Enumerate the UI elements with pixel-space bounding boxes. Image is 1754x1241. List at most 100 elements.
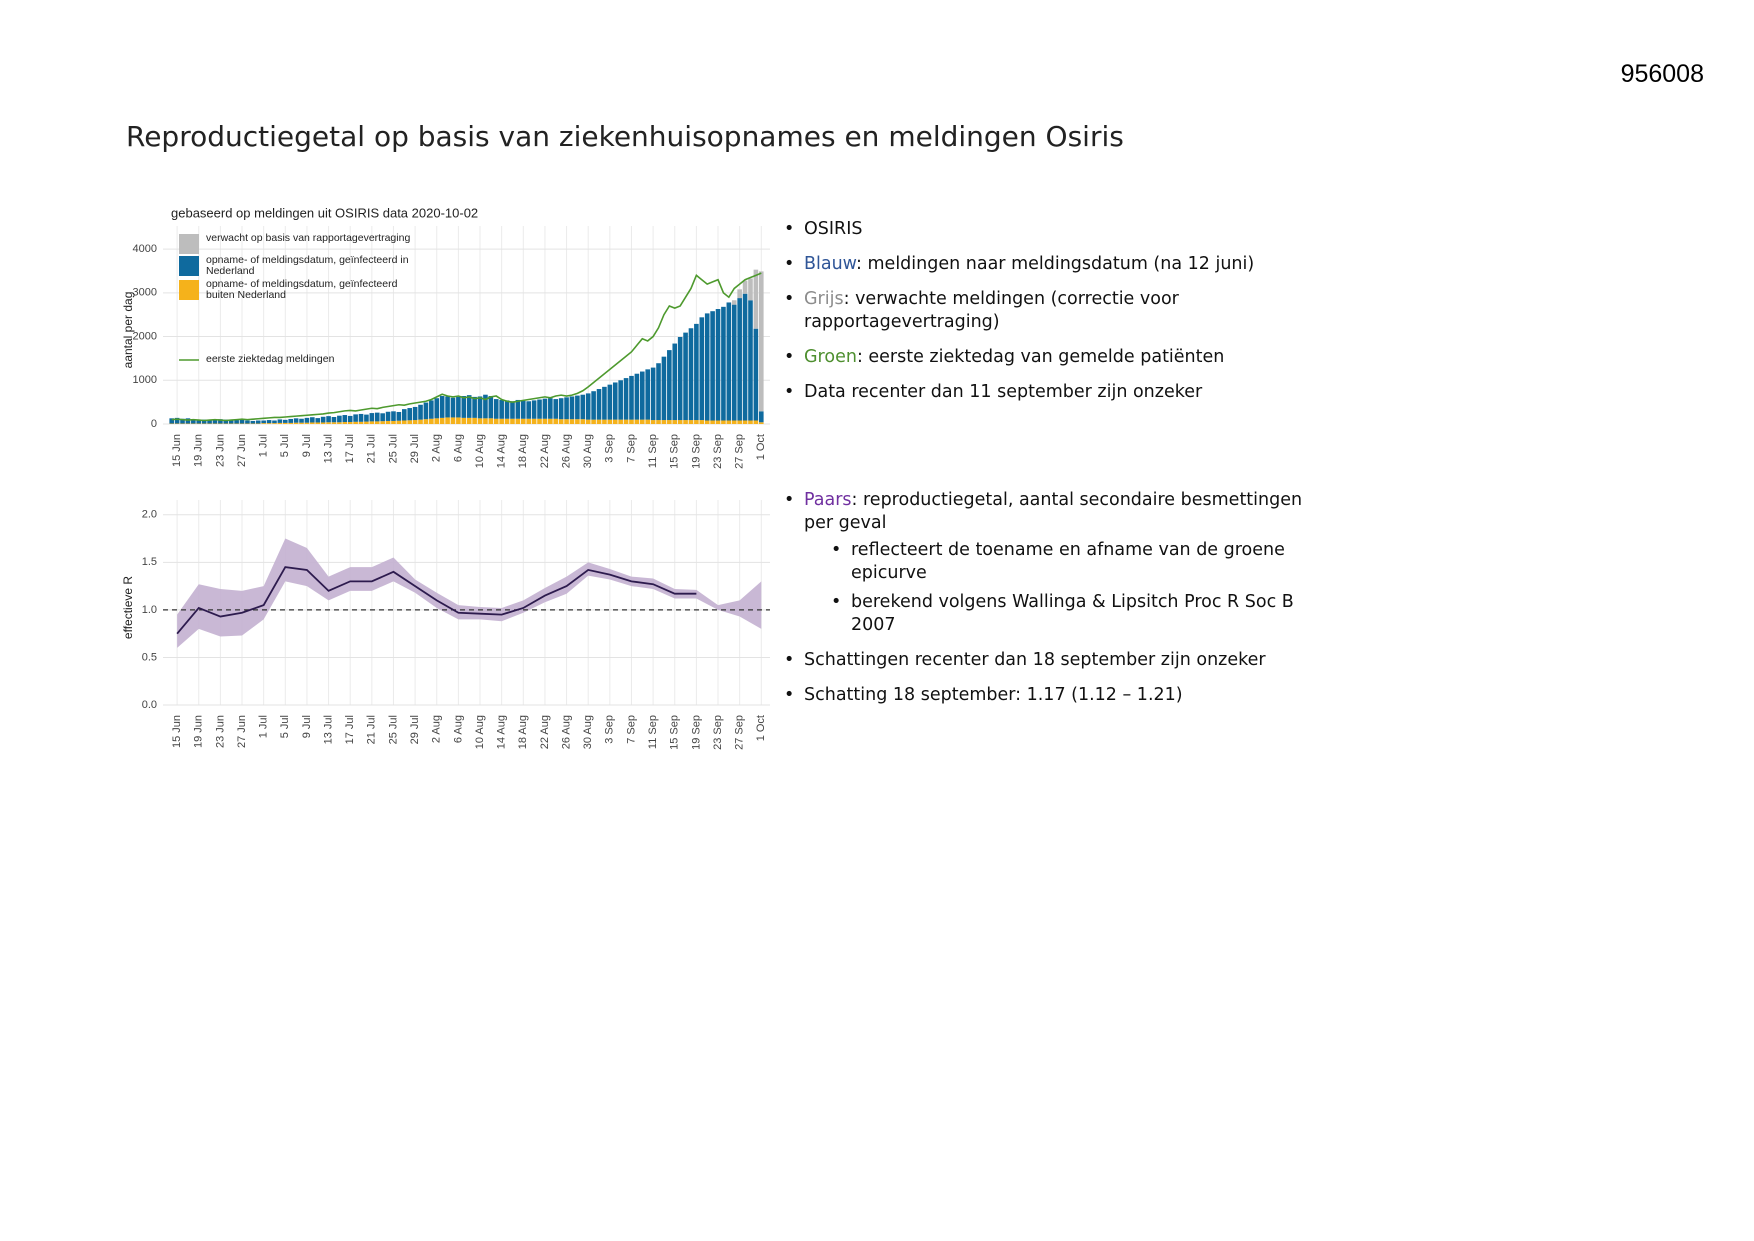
bar: [618, 419, 623, 424]
bar: [504, 400, 510, 419]
bar: [310, 417, 315, 423]
x-tick-label: 29 Jul: [409, 715, 421, 744]
bar: [185, 418, 191, 424]
bar: [710, 311, 715, 421]
bar: [510, 401, 515, 419]
bar: [320, 422, 326, 424]
bullet-text: Schatting 18 september: 1.17 (1.12 – 1.2…: [804, 685, 1183, 705]
x-tick-label: 19 Jun: [193, 715, 205, 748]
bar: [493, 399, 499, 419]
bar: [667, 420, 672, 424]
bar: [737, 289, 742, 299]
slide-title: Reproductiegetal op basis van ziekenhuis…: [126, 120, 1124, 153]
bar: [656, 420, 661, 424]
bar: [347, 422, 353, 424]
bar: [369, 421, 375, 424]
bar: [634, 419, 640, 424]
bar: [553, 399, 559, 419]
bar: [380, 421, 385, 424]
bullet: Data recenter dan 11 september zijn onze…: [784, 381, 1304, 404]
bar: [694, 420, 699, 424]
bar: [196, 420, 202, 424]
bar: [731, 420, 737, 424]
bar: [677, 336, 683, 421]
bar: [245, 420, 250, 424]
bar: [526, 401, 532, 419]
bar: [347, 415, 353, 423]
x-tick-label: 13 Jul: [322, 715, 334, 744]
x-tick-label: 25 Jul: [387, 434, 399, 463]
x-tick-label: 14 Aug: [496, 434, 508, 468]
bar: [396, 411, 402, 421]
page-number: 956008: [1620, 60, 1704, 88]
legend-entry: verwacht op basis van rapportagevertragi…: [206, 233, 410, 244]
bar: [407, 408, 413, 421]
bar: [537, 399, 542, 419]
bar: [726, 420, 732, 424]
bar: [320, 416, 326, 423]
x-tick-label: 21 Jul: [366, 715, 378, 744]
bar: [304, 422, 310, 424]
bar: [602, 386, 607, 420]
bullet: OSIRIS: [784, 218, 1304, 241]
bar: [277, 422, 283, 424]
bar: [688, 328, 694, 421]
sub-bullet: berekend volgens Wallinga & Lipsitch Pro…: [831, 591, 1304, 637]
y-tick-label: 1.5: [142, 556, 157, 568]
bar: [401, 420, 407, 424]
x-tick-label: 10 Aug: [474, 715, 486, 749]
bar: [477, 418, 483, 424]
bar: [337, 422, 342, 424]
bar: [207, 420, 212, 424]
bar: [326, 422, 331, 424]
line: [176, 566, 697, 635]
bullet: Groen: eerste ziektedag van gemelde pati…: [784, 346, 1304, 369]
y-tick-label: 1.0: [142, 604, 157, 616]
bullet: Paars: reproductiegetal, aantal secondai…: [784, 489, 1304, 637]
bar: [472, 417, 477, 424]
bar: [542, 418, 548, 424]
bar: [677, 420, 683, 424]
bar: [234, 420, 239, 424]
bar: [466, 417, 472, 424]
x-tick-label: 22 Aug: [539, 434, 551, 468]
bar: [277, 419, 283, 423]
bar: [737, 298, 742, 421]
bar: [558, 419, 564, 424]
x-tick-label: 30 Aug: [582, 434, 594, 468]
bar: [753, 420, 759, 424]
x-tick-label: 10 Aug: [474, 434, 486, 468]
bar: [282, 422, 288, 424]
bar: [456, 396, 461, 418]
bar: [510, 418, 515, 424]
legend-entry: opname- of meldingsdatum, geïnfecteerd b…: [206, 279, 397, 301]
bar: [239, 419, 245, 424]
legend-swatch: [179, 256, 199, 276]
bar: [445, 417, 450, 424]
bar: [667, 350, 672, 421]
x-tick-label: 5 Jul: [279, 715, 291, 738]
bar: [477, 396, 483, 419]
bar: [607, 384, 613, 420]
bar: [758, 422, 764, 424]
x-tick-label: 7 Sep: [625, 434, 637, 463]
bullet-text: : reproductiegetal, aantal secondaire be…: [804, 490, 1303, 533]
bar: [169, 418, 175, 424]
bar: [661, 356, 667, 421]
bar: [564, 397, 569, 420]
bar: [358, 413, 364, 422]
bar: [688, 420, 694, 424]
x-tick-label: 13 Jul: [322, 434, 334, 463]
bar: [380, 413, 385, 422]
sub-list: reflecteert de toename en afname van de …: [831, 539, 1304, 637]
line: [171, 272, 762, 422]
bar: [612, 419, 618, 424]
bullet-label: Paars: [804, 490, 852, 510]
bar: [612, 382, 618, 420]
bar: [261, 420, 266, 424]
bar: [531, 400, 537, 419]
bar: [639, 419, 645, 424]
bullet-label: Blauw: [804, 254, 857, 274]
bar: [261, 423, 266, 424]
legend-label: eerste ziektedag meldingen: [206, 353, 335, 365]
